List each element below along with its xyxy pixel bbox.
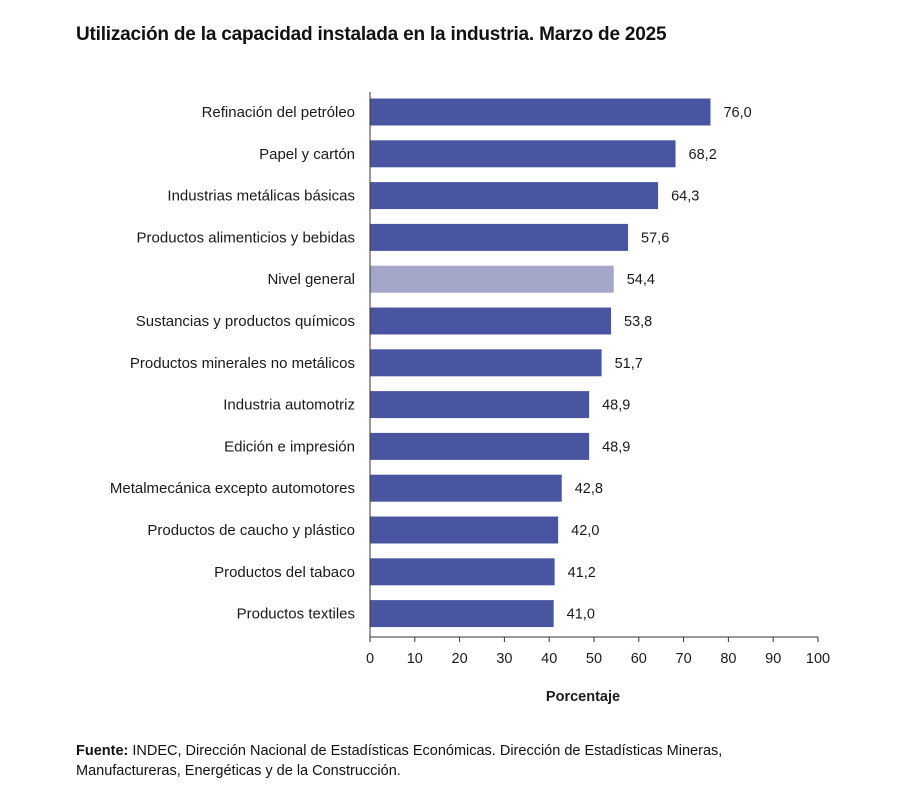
x-axis-title: Porcentaje xyxy=(546,689,620,705)
x-tick-label: 40 xyxy=(541,651,557,667)
x-tick-label: 50 xyxy=(586,651,602,667)
x-tick-label: 20 xyxy=(452,651,468,667)
bar-3 xyxy=(370,182,659,210)
bar-11 xyxy=(370,516,559,544)
value-label: 41,0 xyxy=(567,607,595,623)
bar-12 xyxy=(370,558,555,586)
bar-10 xyxy=(370,474,562,502)
value-label: 48,9 xyxy=(602,398,630,414)
x-tick-label: 30 xyxy=(496,651,512,667)
bar-5 xyxy=(370,265,614,293)
source-note: Fuente: INDEC, Dirección Nacional de Est… xyxy=(76,741,776,781)
value-label: 64,3 xyxy=(671,189,699,205)
chart-title: Utilización de la capacidad instalada en… xyxy=(76,24,667,45)
category-label: Productos de caucho y plástico xyxy=(147,522,355,539)
bar-9 xyxy=(370,432,590,460)
category-label: Productos textiles xyxy=(237,606,355,623)
category-label: Productos minerales no metálicos xyxy=(130,355,355,372)
category-label: Sustancias y productos químicos xyxy=(136,313,355,330)
category-label: Industria automotriz xyxy=(223,397,355,414)
bar-8 xyxy=(370,391,590,419)
x-tick-label: 100 xyxy=(806,651,830,667)
category-label: Edición e impresión xyxy=(224,438,355,455)
value-label: 41,2 xyxy=(568,565,596,581)
value-label: 42,8 xyxy=(575,481,603,497)
bar-13 xyxy=(370,600,554,628)
x-tick-label: 80 xyxy=(720,651,736,667)
x-tick-label: 60 xyxy=(631,651,647,667)
value-label: 53,8 xyxy=(624,314,652,330)
category-label: Industrias metálicas básicas xyxy=(167,188,355,205)
value-label: 57,6 xyxy=(641,230,669,246)
category-label: Productos alimenticios y bebidas xyxy=(137,229,355,246)
bar-2 xyxy=(370,140,676,168)
category-label: Nivel general xyxy=(267,271,355,288)
source-text: INDEC, Dirección Nacional de Estadística… xyxy=(76,743,723,779)
bar-chart: Refinación del petróleo 76,0 Papel y cartó… xyxy=(110,92,830,705)
category-label: Metalmecánica excepto automotores xyxy=(110,480,355,497)
value-label: 68,2 xyxy=(689,147,717,163)
x-tick-label: 0 xyxy=(366,651,374,667)
value-label: 42,0 xyxy=(571,523,599,539)
bar-6 xyxy=(370,307,612,335)
value-label: 54,4 xyxy=(627,272,655,288)
value-label: 76,0 xyxy=(723,105,751,121)
category-label: Refinación del petróleo xyxy=(202,104,355,121)
x-tick-label: 10 xyxy=(407,651,423,667)
category-label: Papel y cartón xyxy=(259,146,355,163)
x-tick-label: 70 xyxy=(676,651,692,667)
bar-4 xyxy=(370,223,629,251)
x-tick-label: 90 xyxy=(765,651,781,667)
source-prefix: Fuente: xyxy=(76,743,129,759)
bar-7 xyxy=(370,349,602,377)
value-label: 48,9 xyxy=(602,439,630,455)
category-label: Productos del tabaco xyxy=(214,564,355,581)
bar-1 xyxy=(370,98,711,126)
value-label: 51,7 xyxy=(615,356,643,372)
